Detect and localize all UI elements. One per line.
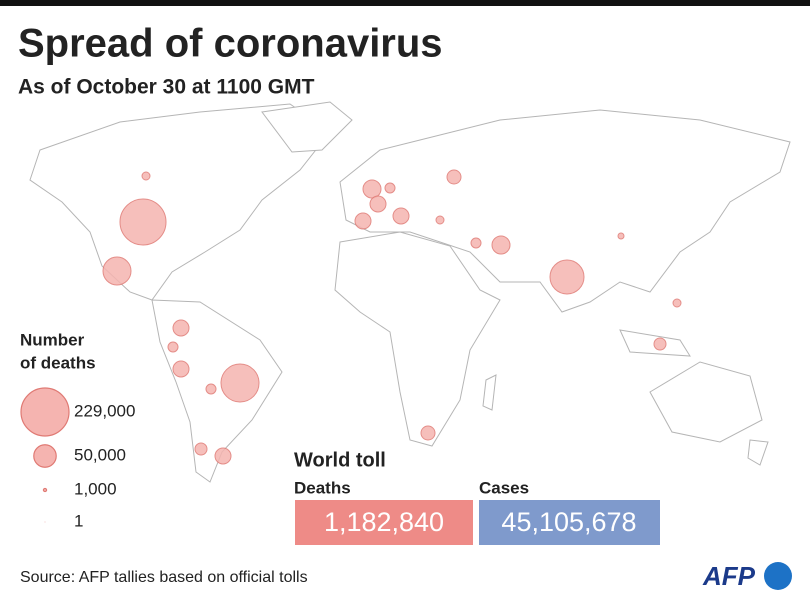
- title: Spread of coronavirus: [18, 22, 443, 66]
- legend: Number of deaths 229,000 50,000 1,000 1: [20, 330, 135, 530]
- subtitle: As of October 30 at 1100 GMT: [18, 76, 315, 99]
- legend-label: 50,000: [74, 445, 126, 464]
- cases-value: 45,105,678: [501, 507, 636, 537]
- legend-bubble: [20, 387, 70, 437]
- logo-mark: [764, 562, 792, 590]
- deaths-value: 1,182,840: [324, 507, 444, 537]
- legend-title: of deaths: [20, 353, 96, 372]
- legend-label: 1: [74, 511, 83, 530]
- deaths-box: [295, 500, 473, 545]
- deaths-label: Deaths: [294, 478, 351, 497]
- legend-bubble: [42, 487, 48, 493]
- legend-label: 229,000: [74, 401, 135, 420]
- legend-label: 1,000: [74, 479, 117, 498]
- cases-box: [479, 500, 660, 545]
- source: Source: AFP tallies based on official to…: [20, 569, 308, 586]
- map-bubbles: [102, 169, 682, 465]
- world-map: [29, 101, 791, 483]
- top-bar: [0, 0, 810, 6]
- logo: AFP: [702, 561, 756, 591]
- legend-title: Number: [20, 330, 85, 349]
- legend-bubble: [33, 444, 57, 468]
- toll-title: World toll: [294, 449, 386, 471]
- cases-label: Cases: [479, 478, 529, 497]
